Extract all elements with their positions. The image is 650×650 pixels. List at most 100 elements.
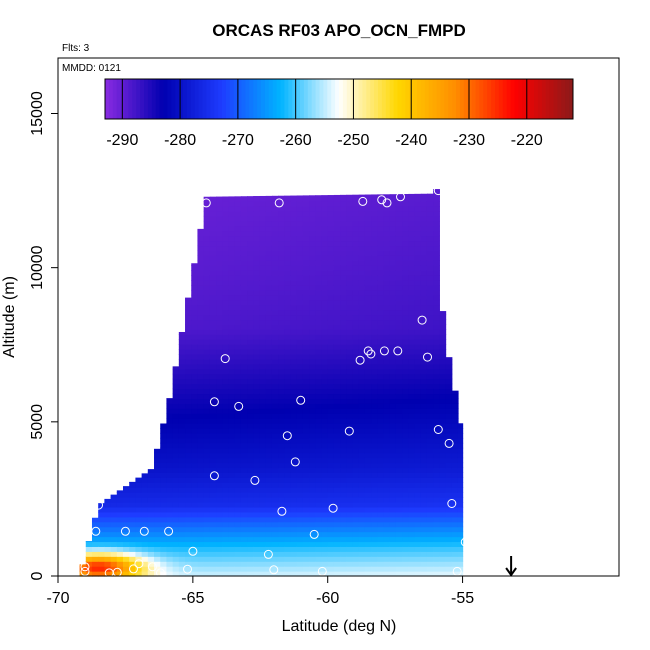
heatmap-cell <box>346 344 354 350</box>
heatmap-cell <box>315 275 323 281</box>
heatmap-cell <box>166 462 174 469</box>
heatmap-cell <box>414 193 422 197</box>
heatmap-cell <box>259 413 267 419</box>
heatmap-cell <box>197 462 205 469</box>
heatmap-cell <box>371 487 378 493</box>
heatmap-cell <box>110 497 118 503</box>
heatmap-cell <box>408 403 416 409</box>
heatmap-cell <box>259 265 267 271</box>
heatmap-cell <box>327 497 335 503</box>
heatmap-cell <box>321 536 329 543</box>
heatmap-cell <box>296 487 304 493</box>
heatmap-cell <box>451 541 459 547</box>
heatmap-cell <box>265 428 273 434</box>
heatmap-cell <box>358 280 366 286</box>
heatmap-cell <box>364 349 372 355</box>
heatmap-cell <box>253 408 261 414</box>
heatmap-cell <box>191 541 199 547</box>
heatmap-cell <box>166 556 174 562</box>
heatmap-cell <box>216 526 223 533</box>
heatmap-cell <box>154 452 161 459</box>
heatmap-cell <box>302 497 310 503</box>
heatmap-cell <box>154 467 161 473</box>
heatmap-cell <box>98 511 105 518</box>
heatmap-cell <box>240 334 248 340</box>
heatmap-cell <box>123 487 130 493</box>
heatmap-cell <box>402 206 409 212</box>
heatmap-cell <box>408 536 416 543</box>
heatmap-cell <box>309 368 316 375</box>
heatmap-cell <box>377 447 385 454</box>
heatmap-cell <box>420 309 428 316</box>
heatmap-cell <box>408 497 416 503</box>
heatmap-cell <box>327 299 335 306</box>
heatmap-cell <box>247 235 254 242</box>
heatmap-cell <box>408 275 416 281</box>
heatmap-cell <box>147 531 155 538</box>
heatmap-cell <box>302 363 310 370</box>
heatmap-cell <box>309 418 316 424</box>
heatmap-cell <box>98 556 105 562</box>
heatmap-cell <box>296 551 304 557</box>
heatmap-cell <box>290 497 298 503</box>
colorbar-segment <box>561 79 566 119</box>
heatmap-cell <box>160 541 168 547</box>
heatmap-cell <box>420 260 428 266</box>
heatmap-cell <box>402 497 409 503</box>
heatmap-cell <box>383 368 391 375</box>
heatmap-cell <box>402 358 409 365</box>
colorbar-segment <box>502 79 508 119</box>
heatmap-cell <box>203 516 211 523</box>
heatmap-cell <box>265 546 273 552</box>
heatmap-cell <box>178 462 186 469</box>
heatmap-cell <box>216 521 223 528</box>
heatmap-cell <box>377 408 385 414</box>
y-tick-label: 10000 <box>29 245 46 290</box>
heatmap-cell <box>265 531 273 538</box>
heatmap-cell <box>197 388 205 395</box>
heatmap-cell <box>284 304 292 311</box>
heatmap-cell <box>433 363 440 370</box>
heatmap-cell <box>408 373 416 380</box>
heatmap-cell <box>426 388 434 395</box>
heatmap-cell <box>185 309 192 316</box>
heatmap-cell <box>166 398 174 404</box>
heatmap-cell <box>340 324 347 330</box>
heatmap-cell <box>135 511 143 518</box>
heatmap-cell <box>395 275 403 281</box>
heatmap-cell <box>253 556 261 562</box>
heatmap-cell <box>284 511 292 518</box>
heatmap-cell <box>358 383 366 390</box>
heatmap-cell <box>433 442 440 449</box>
heatmap-cell <box>234 201 242 207</box>
heatmap-cell <box>364 334 372 340</box>
heatmap-cell <box>383 201 391 207</box>
heatmap-cell <box>352 289 360 296</box>
heatmap-cell <box>247 442 254 449</box>
heatmap-cell <box>333 240 341 247</box>
heatmap-cell <box>172 423 180 429</box>
heatmap-cell <box>377 210 385 217</box>
heatmap-cell <box>352 319 360 325</box>
heatmap-cell <box>333 418 341 424</box>
heatmap-cell <box>309 314 316 321</box>
heatmap-cell <box>259 511 267 518</box>
heatmap-cell <box>389 506 397 513</box>
heatmap-cell <box>253 477 261 483</box>
heatmap-cell <box>228 225 236 232</box>
heatmap-cell <box>433 403 440 409</box>
heatmap-cell <box>402 270 409 276</box>
heatmap-cell <box>135 536 143 543</box>
heatmap-cell <box>371 245 378 251</box>
heatmap-cell <box>333 314 341 321</box>
heatmap-cell <box>278 344 285 350</box>
heatmap-cell <box>346 194 354 197</box>
heatmap-cell <box>234 388 242 395</box>
heatmap-cell <box>389 497 397 503</box>
heatmap-cell <box>166 432 174 439</box>
heatmap-cell <box>439 487 447 493</box>
colorbar-segment <box>112 79 118 119</box>
heatmap-cell <box>85 551 93 557</box>
heatmap-cell <box>234 240 242 247</box>
heatmap-cell <box>216 398 223 404</box>
